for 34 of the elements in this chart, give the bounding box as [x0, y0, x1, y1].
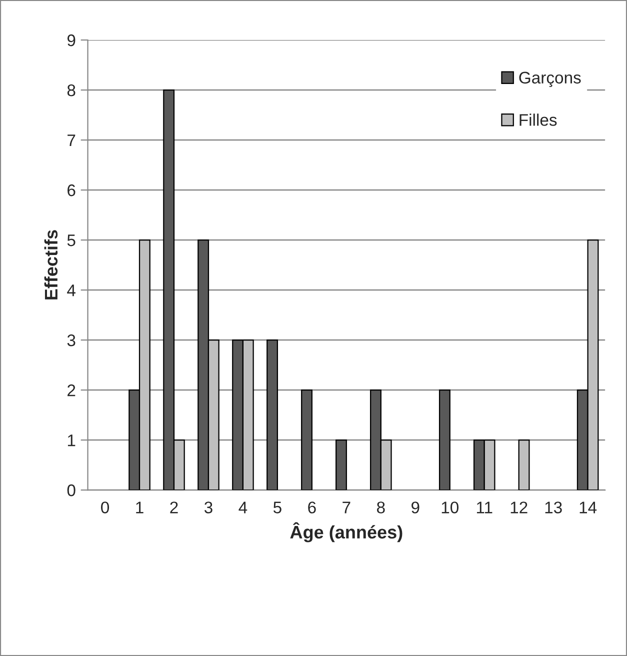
x-tick-label: 7 — [342, 502, 350, 514]
y-tick-label: 8 — [67, 84, 76, 96]
y-axis-title: Effectifs — [44, 230, 58, 300]
x-tick-label: 12 — [510, 502, 528, 514]
y-tick-label: 1 — [68, 434, 76, 446]
x-tick-label: 9 — [412, 502, 420, 514]
legend-label: Filles — [520, 114, 557, 126]
x-tick-label: 4 — [238, 502, 248, 514]
x-tick-label: 3 — [204, 502, 212, 514]
bar — [301, 389, 312, 490]
bar — [266, 339, 278, 490]
x-axis-title: Âge (années) — [290, 522, 402, 542]
bar — [518, 439, 530, 490]
y-tick-label: 2 — [68, 384, 76, 396]
y-tick-label: 3 — [67, 334, 76, 346]
x-tick-label: 14 — [580, 502, 597, 514]
legend-label: Garçons — [519, 72, 581, 87]
bar — [438, 389, 450, 490]
y-tick-label: 6 — [68, 184, 76, 196]
x-tick-label: 6 — [308, 502, 316, 514]
x-tick-label: 2 — [170, 502, 178, 514]
x-tick-label: 11 — [476, 502, 492, 514]
x-tick-label: 13 — [545, 502, 562, 514]
x-tick-label: 10 — [442, 502, 458, 514]
y-tick-label: 9 — [67, 34, 76, 46]
x-tick-label: 1 — [136, 502, 144, 514]
bar — [336, 439, 347, 490]
x-tick-label: 8 — [376, 502, 385, 514]
y-tick-label: 5 — [67, 234, 76, 246]
y-tick-label: 4 — [67, 284, 76, 296]
x-tick-label: 0 — [101, 502, 110, 514]
x-tick-label: 5 — [273, 502, 282, 514]
y-tick-label: 7 — [68, 134, 76, 146]
y-tick-label: 0 — [67, 484, 76, 496]
